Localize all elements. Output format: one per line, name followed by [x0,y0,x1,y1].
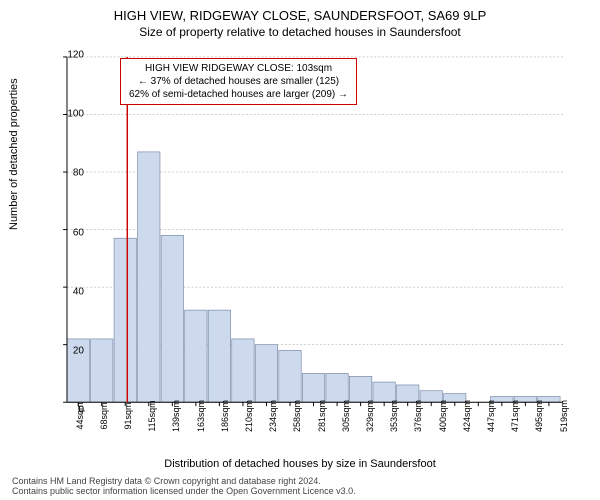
infobox-line1: HIGH VIEW RIDGEWAY CLOSE: 103sqm [129,62,348,75]
footer-line2: Contains public sector information licen… [12,487,356,497]
x-tick-label: 329sqm [365,400,375,432]
chart-svg [60,55,570,410]
y-tick-label: 120 [67,50,84,61]
x-tick-label: 447sqm [486,400,496,432]
y-tick-label: 80 [73,168,84,179]
x-tick-label: 400sqm [438,400,448,432]
infobox-line3: 62% of semi-detached houses are larger (… [129,88,348,101]
x-tick-label: 281sqm [317,400,327,432]
x-axis-label: Distribution of detached houses by size … [0,458,600,470]
x-tick-label: 234sqm [268,400,278,432]
y-tick-label: 20 [73,345,84,356]
x-tick-label: 44sqm [75,402,85,429]
infobox-line2: ← 37% of detached houses are smaller (12… [129,75,348,88]
x-tick-label: 519sqm [559,400,569,432]
y-axis-label: Number of detached properties [8,78,20,230]
x-tick-label: 163sqm [196,400,206,432]
x-tick-label: 471sqm [510,400,520,432]
y-tick-label: 100 [67,109,84,120]
x-tick-label: 210sqm [244,400,254,432]
x-tick-label: 91sqm [123,402,133,429]
chart-area [60,55,570,410]
chart-container: HIGH VIEW, RIDGEWAY CLOSE, SAUNDERSFOOT,… [0,0,600,500]
x-tick-label: 353sqm [389,400,399,432]
x-tick-label: 495sqm [534,400,544,432]
x-tick-label: 258sqm [292,400,302,432]
chart-subtitle: Size of property relative to detached ho… [0,23,600,39]
footer-attribution: Contains HM Land Registry data © Crown c… [12,477,356,497]
y-tick-label: 40 [73,286,84,297]
info-box: HIGH VIEW RIDGEWAY CLOSE: 103sqm ← 37% o… [120,58,357,105]
x-tick-label: 115sqm [147,400,157,431]
x-tick-label: 68sqm [99,402,109,429]
x-tick-label: 376sqm [413,400,423,432]
x-tick-label: 424sqm [462,400,472,432]
x-tick-label: 305sqm [341,400,351,432]
x-tick-label: 139sqm [171,400,181,432]
y-tick-label: 60 [73,227,84,238]
chart-title: HIGH VIEW, RIDGEWAY CLOSE, SAUNDERSFOOT,… [0,0,600,23]
x-tick-label: 186sqm [220,400,230,432]
